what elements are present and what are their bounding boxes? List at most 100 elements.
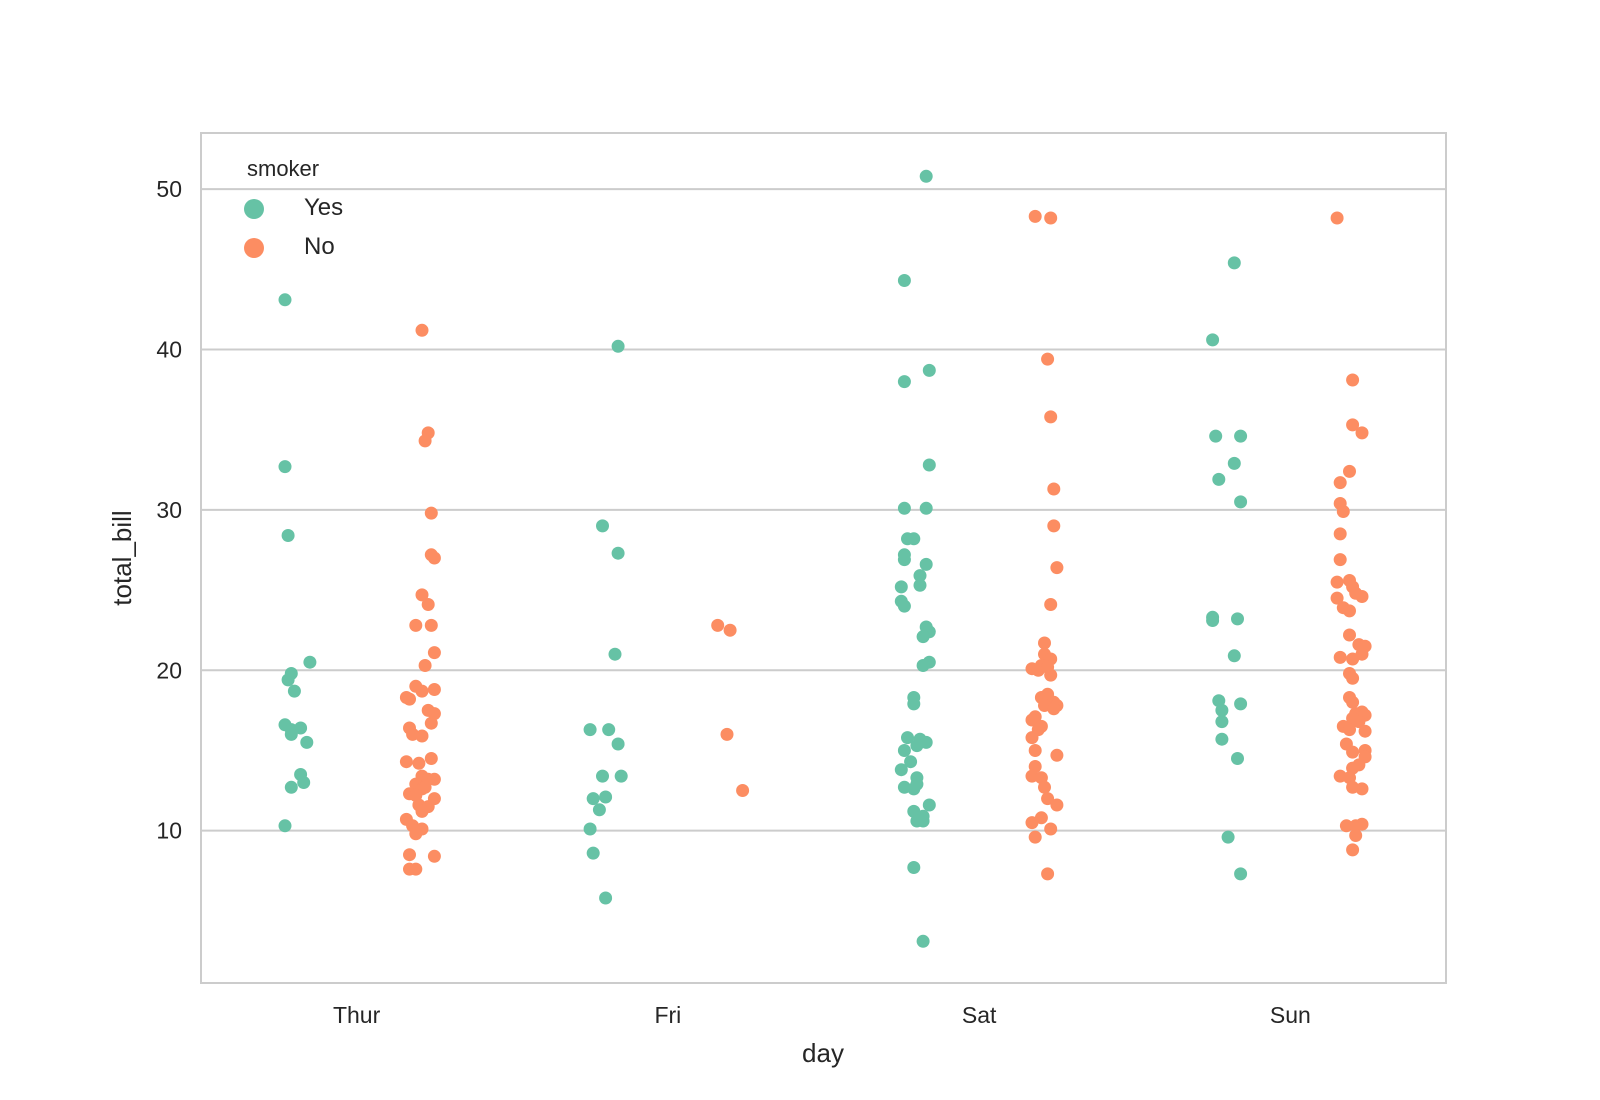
data-point-yes <box>1234 495 1248 509</box>
data-point-yes <box>916 630 930 644</box>
data-point-no <box>1028 209 1042 223</box>
data-point-yes <box>894 580 908 594</box>
data-point-no <box>1050 561 1064 575</box>
y-axis-label: total_bill <box>107 510 137 605</box>
data-point-yes <box>897 599 911 613</box>
data-point-no <box>409 618 423 632</box>
data-point-yes <box>919 501 933 515</box>
data-point-no <box>415 804 429 818</box>
data-point-no <box>1038 780 1051 794</box>
y-tick-label: 20 <box>156 657 182 683</box>
data-point-no <box>403 848 416 862</box>
data-point-yes <box>303 655 317 669</box>
data-point-yes <box>1215 732 1229 746</box>
data-point-no <box>415 729 429 743</box>
data-point-yes <box>897 744 911 757</box>
x-tick-label-sat: Sat <box>962 1002 997 1028</box>
data-point-no <box>421 598 435 611</box>
data-point-yes <box>602 723 616 737</box>
data-point-no <box>412 756 426 770</box>
data-point-yes <box>611 737 625 751</box>
data-point-no <box>723 623 737 637</box>
data-point-no <box>1333 527 1347 541</box>
data-point-no <box>418 780 432 794</box>
data-point-no <box>1047 482 1061 496</box>
data-point-no <box>399 755 413 769</box>
data-point-yes <box>1231 752 1244 765</box>
data-point-yes <box>287 684 301 698</box>
data-point-yes <box>592 803 606 817</box>
data-point-no <box>1330 211 1344 225</box>
data-point-no <box>427 772 441 786</box>
data-point-no <box>1336 505 1350 518</box>
data-point-no <box>424 506 438 520</box>
legend: smoker Yes No <box>244 156 343 260</box>
data-point-yes <box>1234 429 1248 443</box>
data-point-no <box>1355 782 1369 796</box>
data-point-no <box>1025 731 1039 745</box>
data-point-yes <box>919 557 933 571</box>
data-point-no <box>418 434 432 448</box>
data-point-yes <box>614 769 628 783</box>
data-point-yes <box>608 647 622 661</box>
x-tick-labels: Thur Fri Sat Sun <box>333 1002 1311 1028</box>
series-yes <box>278 169 1248 948</box>
data-point-yes <box>583 822 597 836</box>
data-point-no <box>736 784 750 797</box>
data-point-yes <box>278 460 292 474</box>
data-point-no <box>1343 604 1356 618</box>
data-point-no <box>1346 652 1360 666</box>
data-point-yes <box>278 293 292 307</box>
data-point-no <box>1025 713 1039 727</box>
data-point-yes <box>596 769 609 783</box>
data-point-no <box>1044 211 1058 225</box>
data-point-no <box>1041 792 1055 806</box>
data-point-no <box>1330 575 1344 589</box>
data-point-yes <box>916 659 930 672</box>
data-point-yes <box>922 458 936 472</box>
data-point-yes <box>1206 614 1220 627</box>
legend-title: smoker <box>247 156 319 181</box>
y-tick-label: 40 <box>156 337 182 363</box>
data-point-yes <box>922 363 936 377</box>
data-point-no <box>1330 591 1344 605</box>
data-point-no <box>1343 723 1356 737</box>
data-point-no <box>1333 650 1347 664</box>
legend-marker-no <box>244 238 264 258</box>
plot-frame <box>200 132 1447 984</box>
data-point-no <box>1034 811 1048 825</box>
data-point-yes <box>599 790 613 804</box>
data-point-yes <box>596 519 609 533</box>
data-point-yes <box>1215 715 1229 729</box>
legend-marker-yes <box>244 199 264 219</box>
data-point-yes <box>1215 703 1229 717</box>
x-tick-label-thur: Thur <box>333 1002 381 1028</box>
data-point-yes <box>599 891 613 905</box>
data-point-no <box>427 551 441 565</box>
y-tick-label: 50 <box>156 176 182 202</box>
data-point-no <box>1041 352 1055 366</box>
data-point-yes <box>894 763 908 777</box>
data-point-no <box>1346 695 1360 709</box>
y-tick-labels: 10 20 30 40 50 <box>156 176 182 844</box>
data-point-no <box>1355 590 1369 603</box>
data-point-no <box>1044 410 1058 424</box>
x-axis-label: day <box>802 1038 844 1068</box>
data-point-yes <box>916 934 930 948</box>
data-point-no <box>1041 867 1055 881</box>
data-point-no <box>1339 819 1353 833</box>
data-point-yes <box>922 798 936 812</box>
data-point-yes <box>1209 429 1223 443</box>
data-point-no <box>1343 628 1356 642</box>
data-point-no <box>415 588 429 602</box>
data-point-yes <box>916 814 930 828</box>
data-point-yes <box>907 861 921 874</box>
data-point-no <box>418 659 432 672</box>
data-point-yes <box>897 501 911 515</box>
data-point-no <box>1346 711 1360 725</box>
data-point-yes <box>1212 472 1226 486</box>
data-point-yes <box>586 846 600 860</box>
data-point-no <box>403 692 416 706</box>
data-point-no <box>1050 798 1064 812</box>
